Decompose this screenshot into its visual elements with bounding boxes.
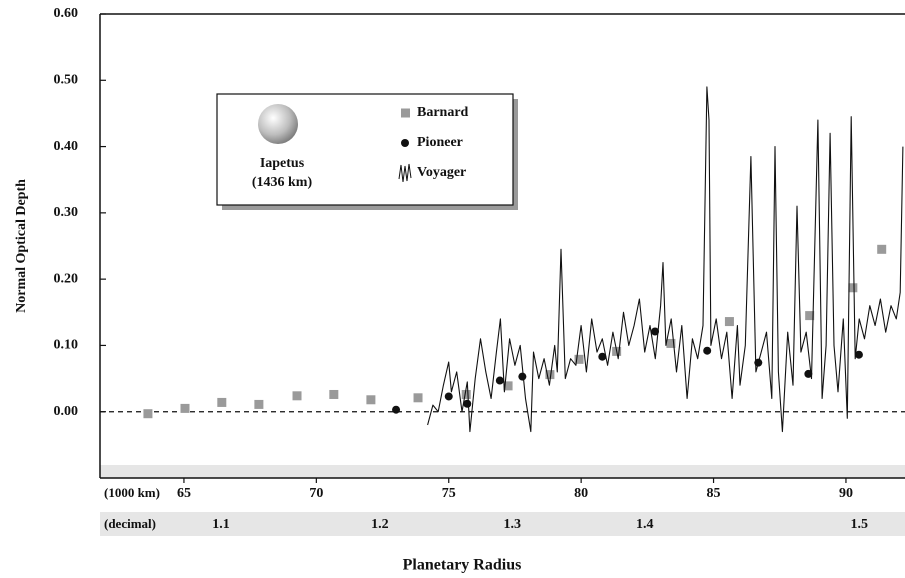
point xyxy=(444,392,453,401)
voyager-line xyxy=(427,86,904,433)
point xyxy=(413,393,423,403)
axis-band xyxy=(100,465,905,478)
point xyxy=(461,389,471,399)
legend-label: Voyager xyxy=(417,165,466,180)
y-tick-label: 0.00 xyxy=(54,404,79,419)
x2-tick-label: 1.3 xyxy=(504,517,522,532)
legend-swatch xyxy=(398,163,412,183)
point xyxy=(292,391,302,401)
x-tick-label: 65 xyxy=(177,486,191,501)
x2-row-label: (decimal) xyxy=(104,516,156,531)
point xyxy=(503,381,513,391)
x2-tick-label: 1.1 xyxy=(212,517,230,532)
point xyxy=(877,244,887,254)
point xyxy=(392,405,401,414)
y-tick-label: 0.30 xyxy=(54,205,79,220)
point xyxy=(254,399,264,409)
y-tick-label: 0.20 xyxy=(54,271,79,286)
point xyxy=(463,399,472,408)
point xyxy=(598,352,607,361)
x2-tick-label: 1.5 xyxy=(850,517,868,532)
y-axis-title: Normal Optical Depth xyxy=(14,179,29,313)
y-tick-label: 0.50 xyxy=(54,73,79,88)
point xyxy=(143,409,153,419)
annotation: Iapetus xyxy=(260,156,305,171)
legend: Iapetus (1436 km) Barnard Pioneer Voyager xyxy=(216,93,518,210)
point xyxy=(651,327,660,336)
x-row-label: (1000 km) xyxy=(104,485,160,500)
point xyxy=(574,354,584,364)
point xyxy=(495,376,504,385)
point xyxy=(329,389,339,399)
point xyxy=(724,317,734,327)
point xyxy=(217,397,227,407)
x-tick-label: 70 xyxy=(309,486,323,501)
x2-tick-label: 1.2 xyxy=(371,517,389,532)
y-tick-label: 0.10 xyxy=(54,338,79,353)
x-axis-title: Planetary Radius xyxy=(403,557,522,574)
point xyxy=(518,372,527,381)
iapetus-icon xyxy=(258,104,298,144)
point xyxy=(805,311,815,321)
legend-swatch xyxy=(401,139,409,147)
x-tick-label: 85 xyxy=(707,486,721,501)
point xyxy=(666,338,676,348)
point xyxy=(854,350,863,359)
legend-swatch xyxy=(401,108,410,118)
point xyxy=(366,395,376,405)
x-tick-label: 80 xyxy=(574,486,588,501)
x-tick-label: 75 xyxy=(442,486,456,501)
x-tick-label: 90 xyxy=(839,486,853,501)
point xyxy=(545,370,555,380)
point xyxy=(848,283,858,293)
x2-tick-label: 1.4 xyxy=(636,517,654,532)
point xyxy=(703,346,712,355)
legend-label: Barnard xyxy=(417,105,469,120)
y-tick-label: 0.60 xyxy=(54,6,79,21)
annotation: (1436 km) xyxy=(252,175,313,190)
point xyxy=(180,403,190,413)
y-tick-label: 0.40 xyxy=(54,139,79,154)
legend-label: Pioneer xyxy=(417,135,463,150)
decimal-band xyxy=(100,512,905,536)
